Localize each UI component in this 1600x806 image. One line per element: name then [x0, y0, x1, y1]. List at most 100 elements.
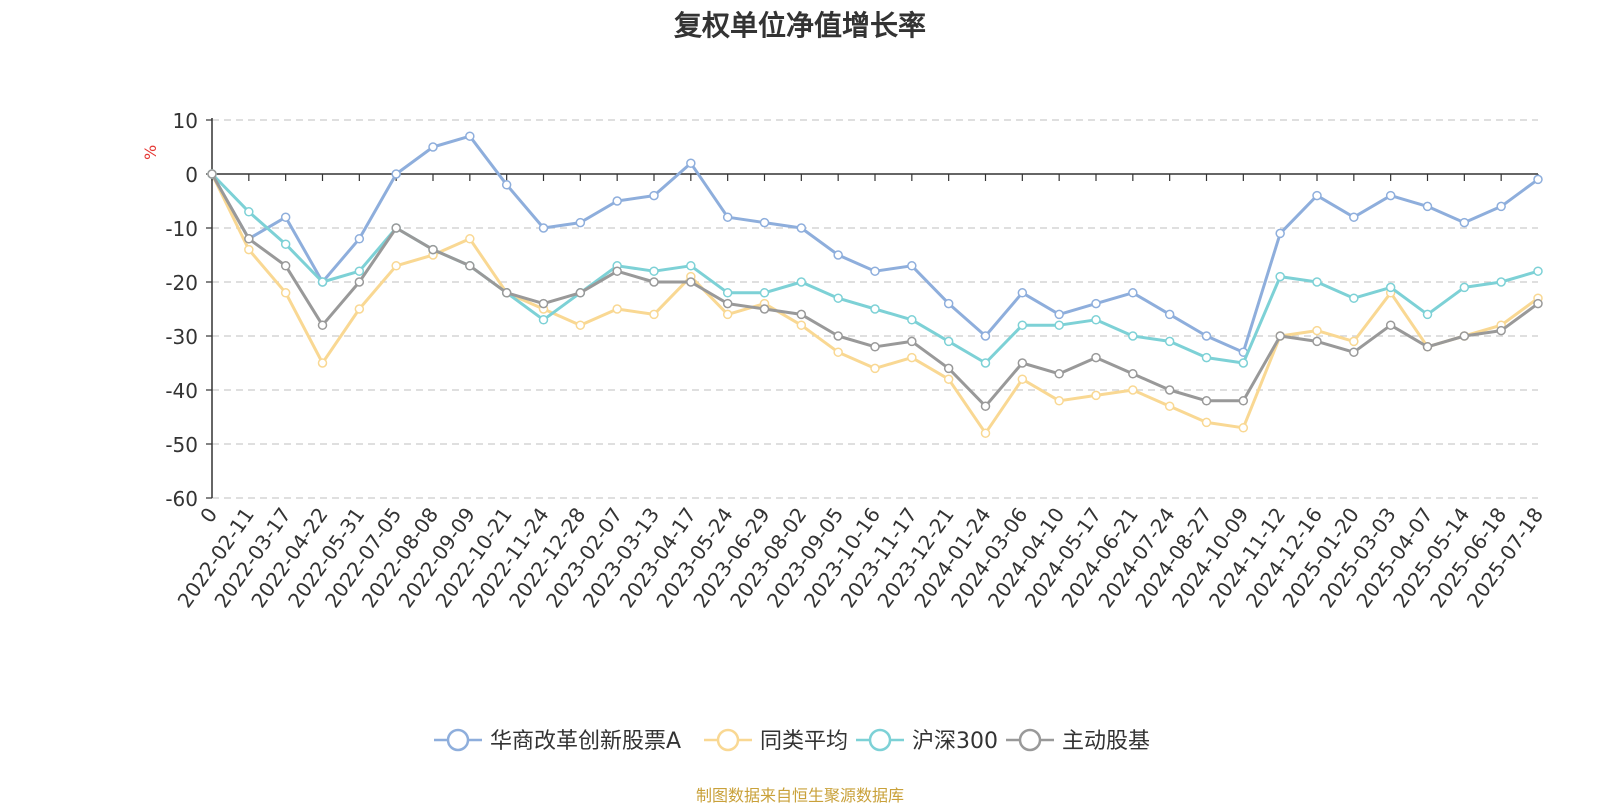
legend-label: 华商改革创新股票A [490, 729, 681, 754]
data-point [244, 207, 254, 217]
line-chart: 100-10-20-30-40-50-60%02022-02-112022-03… [141, 109, 1548, 754]
data-source-note: 制图数据来自恒生聚源数据库 [695, 786, 904, 805]
data-point [1496, 277, 1506, 287]
data-point [796, 277, 807, 287]
data-point [1128, 288, 1138, 298]
data-point [649, 309, 659, 320]
series-layer [207, 131, 1543, 438]
legend-marker [446, 728, 470, 752]
x-tick-label: 0 [195, 503, 222, 527]
data-point [833, 250, 843, 260]
data-point [686, 158, 696, 168]
data-point [465, 234, 475, 244]
data-point [722, 288, 733, 298]
data-point [833, 331, 843, 341]
data-point [244, 244, 254, 255]
series-0 [207, 131, 1543, 357]
data-point [354, 304, 365, 314]
data-point [686, 277, 696, 287]
data-point [759, 217, 770, 228]
data-point [538, 298, 549, 309]
data-point [796, 320, 807, 330]
data-point [1385, 320, 1396, 330]
legend-label: 同类平均 [760, 729, 848, 754]
data-point [1349, 347, 1359, 357]
data-point [1128, 331, 1138, 341]
data-point [943, 336, 954, 347]
data-point [391, 169, 401, 179]
axes-layer: 100-10-20-30-40-50-60%02022-02-112022-03… [141, 109, 1548, 612]
y-tick-label: -40 [165, 379, 198, 403]
series-3 [207, 169, 1543, 411]
data-point [1459, 331, 1470, 341]
data-point [1017, 288, 1028, 298]
legend-marker [868, 728, 892, 752]
data-point [1459, 217, 1470, 228]
data-point [1275, 228, 1285, 239]
data-point [943, 363, 954, 374]
data-point [575, 320, 586, 330]
data-point [833, 293, 843, 303]
data-point [870, 363, 880, 374]
data-point [1496, 201, 1506, 212]
data-point [1349, 293, 1359, 303]
data-point [1312, 277, 1322, 287]
data-point [759, 288, 770, 298]
legend-item[interactable]: 主动股基 [1006, 728, 1150, 754]
data-point [980, 358, 991, 368]
data-point [1385, 282, 1396, 293]
legend-label: 沪深300 [912, 729, 998, 754]
data-point [1533, 174, 1543, 185]
data-point [649, 277, 659, 287]
data-point [1275, 271, 1285, 282]
series-line [210, 173, 1539, 435]
legend-item[interactable]: 华商改革创新股票A [434, 728, 681, 754]
y-tick-label: -30 [165, 325, 198, 349]
data-point [907, 352, 917, 363]
data-point [391, 261, 401, 271]
data-point [649, 266, 659, 276]
data-point [1238, 358, 1249, 368]
data-point [1164, 309, 1175, 320]
data-point [575, 217, 586, 228]
data-point [1054, 320, 1064, 330]
data-point [1091, 298, 1101, 309]
data-point [907, 315, 917, 325]
data-point [428, 244, 438, 255]
data-point [354, 277, 365, 287]
data-point [317, 358, 328, 368]
data-point [465, 131, 475, 141]
data-point [612, 196, 622, 206]
legend-item[interactable]: 沪深300 [856, 728, 998, 754]
data-point [833, 347, 843, 357]
data-point [1091, 315, 1101, 325]
legend[interactable]: 华商改革创新股票A 同类平均 沪深300 主动股基 [434, 728, 1150, 754]
data-point [317, 320, 328, 330]
data-point [870, 266, 880, 276]
y-tick-label: 10 [173, 109, 198, 133]
data-point [1496, 325, 1506, 336]
data-point [1091, 352, 1101, 363]
data-point [870, 342, 880, 352]
data-point [501, 288, 512, 298]
data-point [907, 261, 917, 271]
y-axis-label: % [141, 145, 160, 160]
data-point [686, 261, 696, 271]
data-point [280, 288, 291, 298]
y-tick-label: -60 [165, 487, 198, 511]
data-point [1422, 342, 1433, 352]
grid-layer [212, 119, 1538, 499]
data-point [1312, 190, 1322, 201]
y-tick-label: -20 [165, 271, 198, 295]
data-point [1054, 396, 1064, 406]
legend-item[interactable]: 同类平均 [704, 728, 848, 754]
data-point [1349, 336, 1359, 347]
data-point [354, 234, 365, 244]
data-point [575, 288, 586, 298]
data-point [612, 266, 622, 276]
data-point [538, 223, 549, 233]
data-point [1054, 309, 1064, 320]
data-point [612, 304, 622, 314]
data-point [1312, 336, 1322, 347]
data-point [1201, 352, 1212, 363]
